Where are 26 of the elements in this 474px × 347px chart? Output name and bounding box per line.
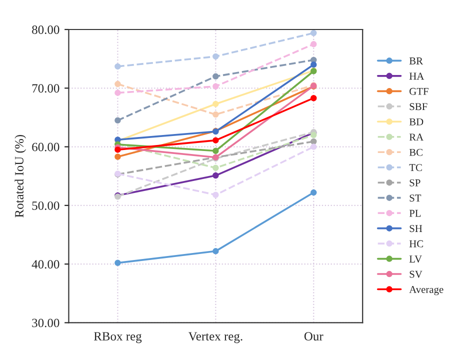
- legend-label: SH: [410, 225, 422, 232]
- y-axis-title: Rotated IoU (%): [14, 135, 26, 218]
- legend-label: Average: [409, 286, 444, 296]
- legend-label: GTF: [410, 88, 428, 95]
- legend-label: HA: [409, 72, 424, 80]
- y-tick-label: 50.00: [32, 201, 60, 210]
- x-tick-label: Our: [304, 332, 324, 341]
- y-tick-label: 60.00: [32, 142, 60, 152]
- legend-label: RA: [409, 134, 424, 141]
- y-tick-label: 30.00: [32, 318, 60, 328]
- legend-label: SBF: [410, 103, 428, 110]
- x-tick-label: Vertex reg.: [188, 332, 242, 344]
- legend-label: SP: [410, 179, 420, 186]
- x-tick-label: RBox reg: [94, 332, 142, 344]
- legend-label: LV: [409, 256, 422, 263]
- legend-label: BR: [409, 58, 423, 64]
- y-tick-label: 80.00: [32, 26, 60, 34]
- y-tick-label: 40.00: [32, 260, 60, 269]
- legend-label: BD: [409, 118, 424, 126]
- legend-label: ST: [410, 194, 422, 202]
- legend-label: HC: [409, 240, 424, 248]
- legend-label: BC: [409, 148, 422, 156]
- y-tick-label: 70.00: [32, 84, 60, 93]
- legend-label: TC: [409, 164, 422, 172]
- legend-label: SV: [410, 270, 422, 278]
- legend-label: PL: [409, 210, 421, 217]
